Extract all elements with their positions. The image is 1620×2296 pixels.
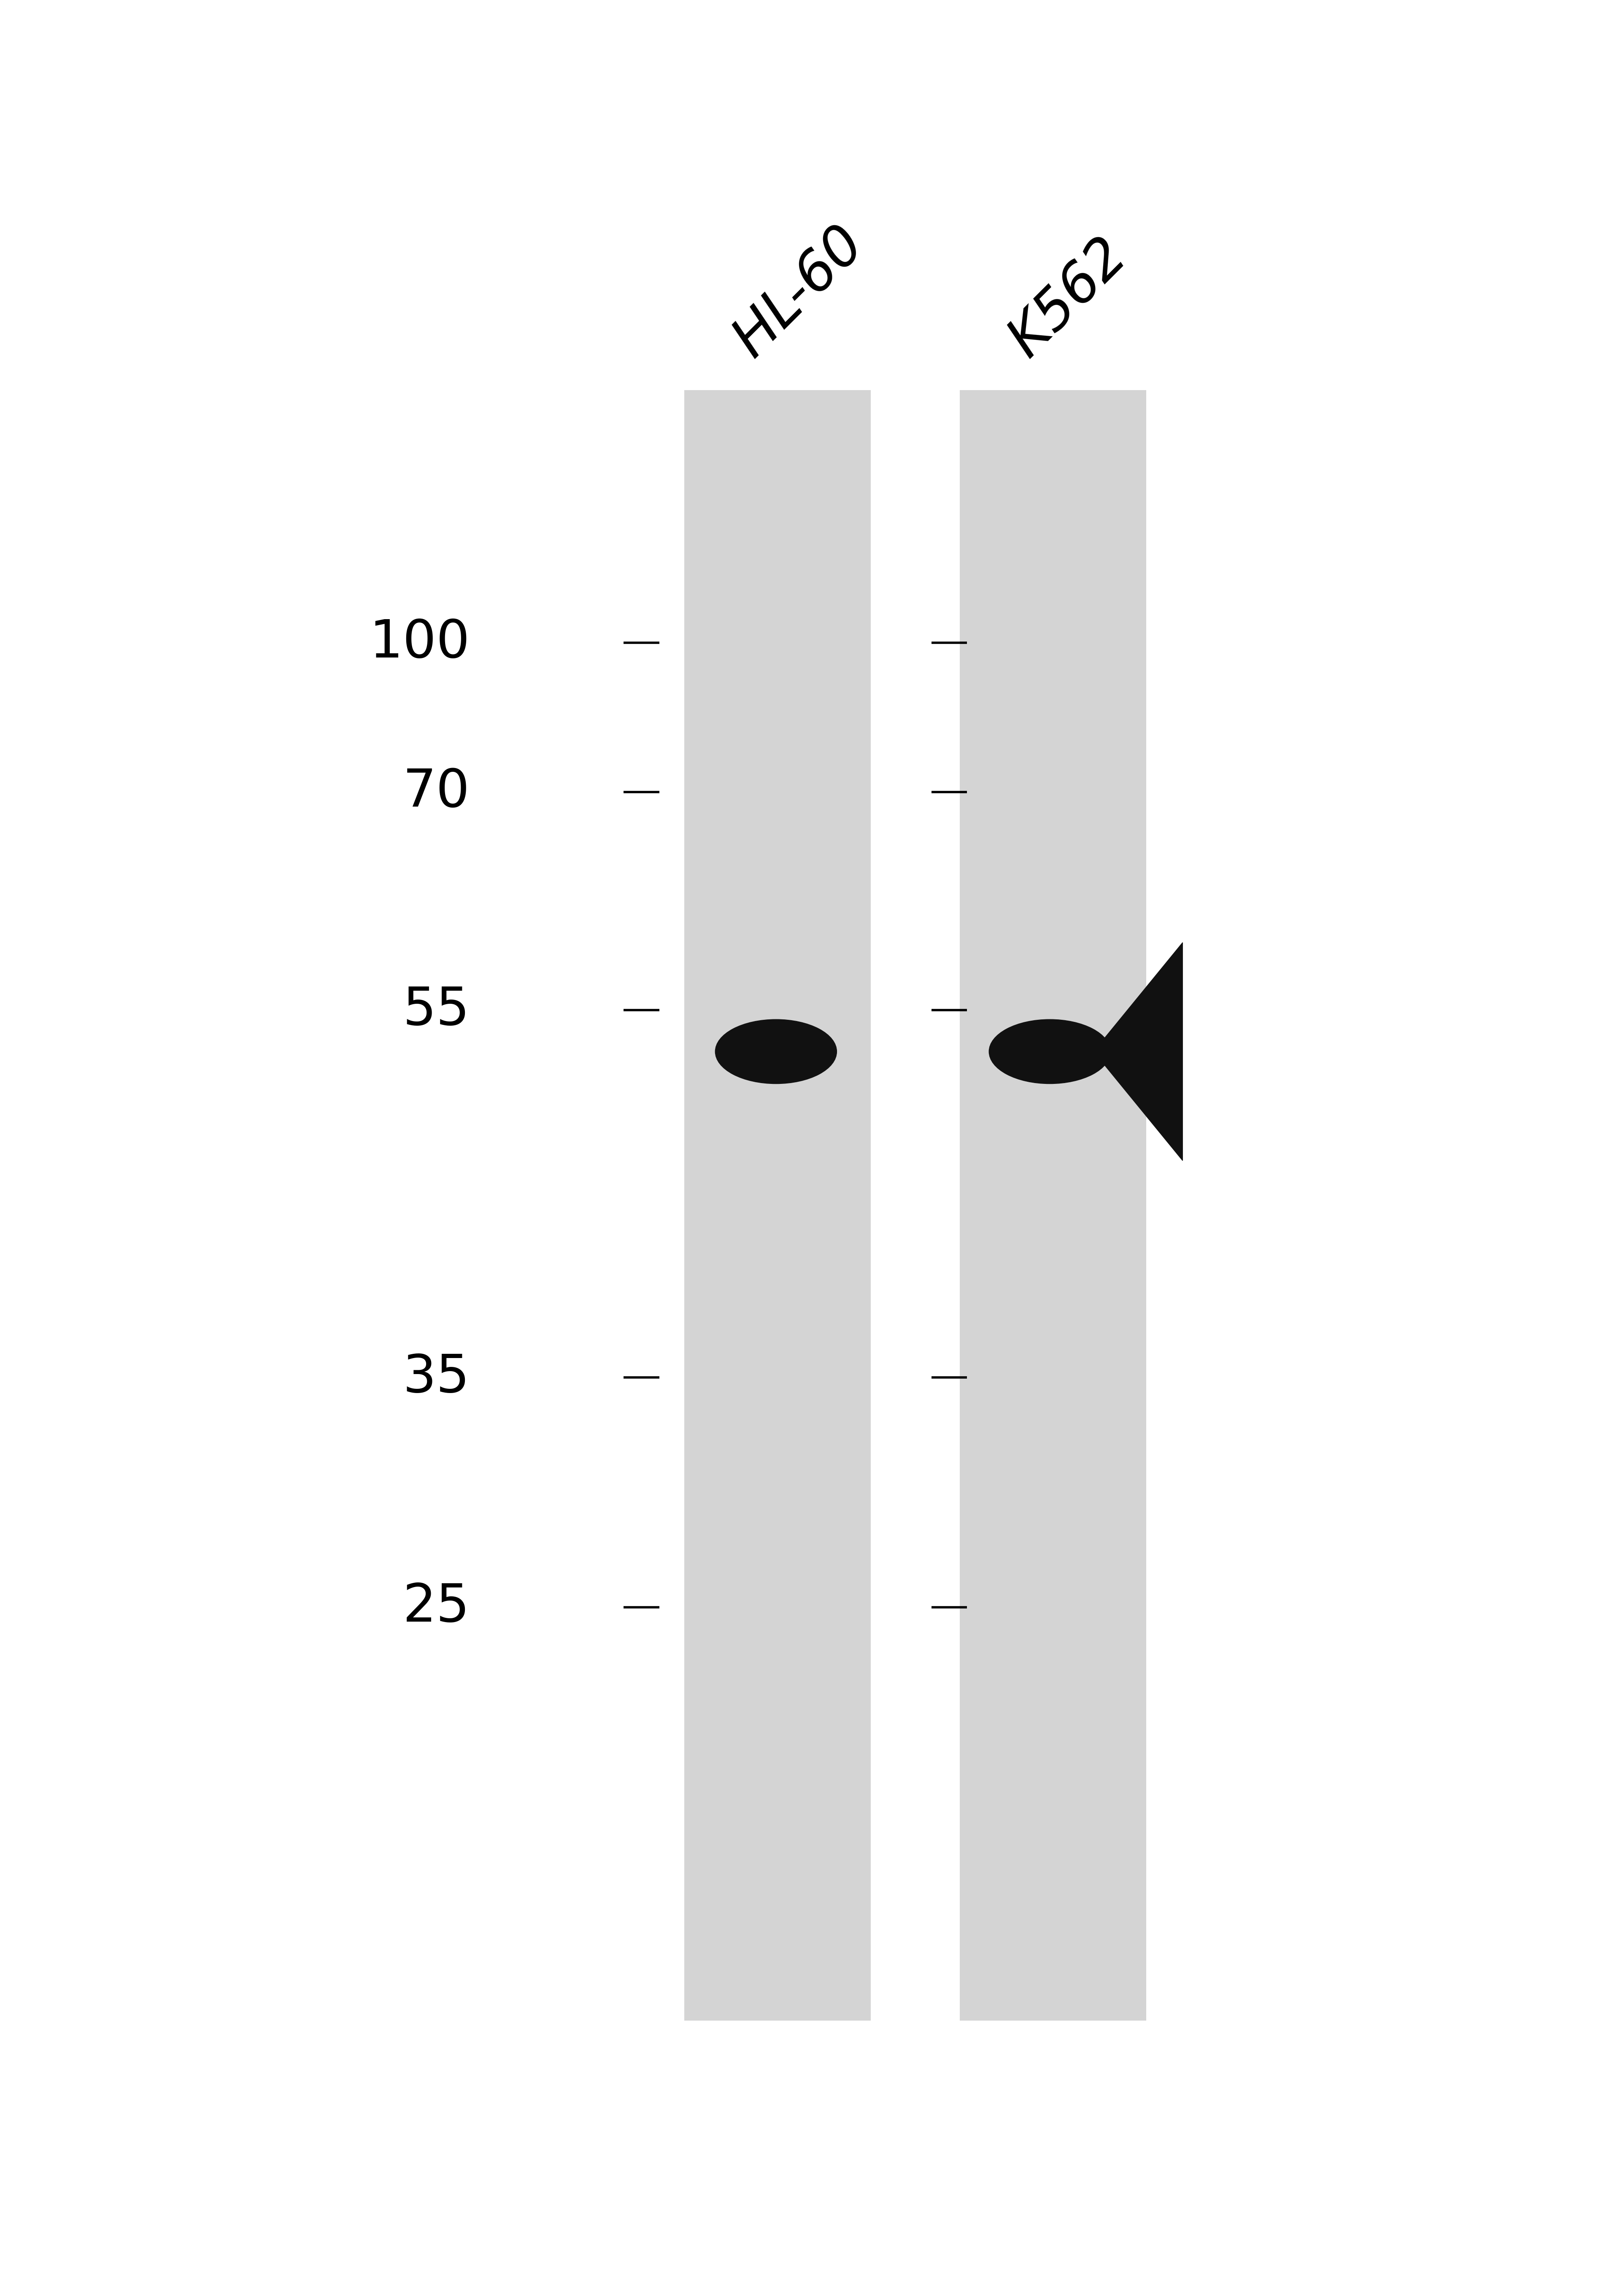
Polygon shape [1094, 941, 1183, 1159]
Text: 70: 70 [403, 767, 470, 817]
Ellipse shape [714, 1019, 836, 1084]
Text: 35: 35 [403, 1352, 470, 1403]
Text: 55: 55 [403, 985, 470, 1035]
Text: 25: 25 [403, 1582, 470, 1632]
Bar [684, 390, 872, 2020]
Text: HL-60: HL-60 [724, 216, 875, 367]
Bar [959, 390, 1147, 2020]
Text: 100: 100 [369, 618, 470, 668]
Ellipse shape [988, 1019, 1111, 1084]
Text: K562: K562 [1000, 230, 1137, 367]
